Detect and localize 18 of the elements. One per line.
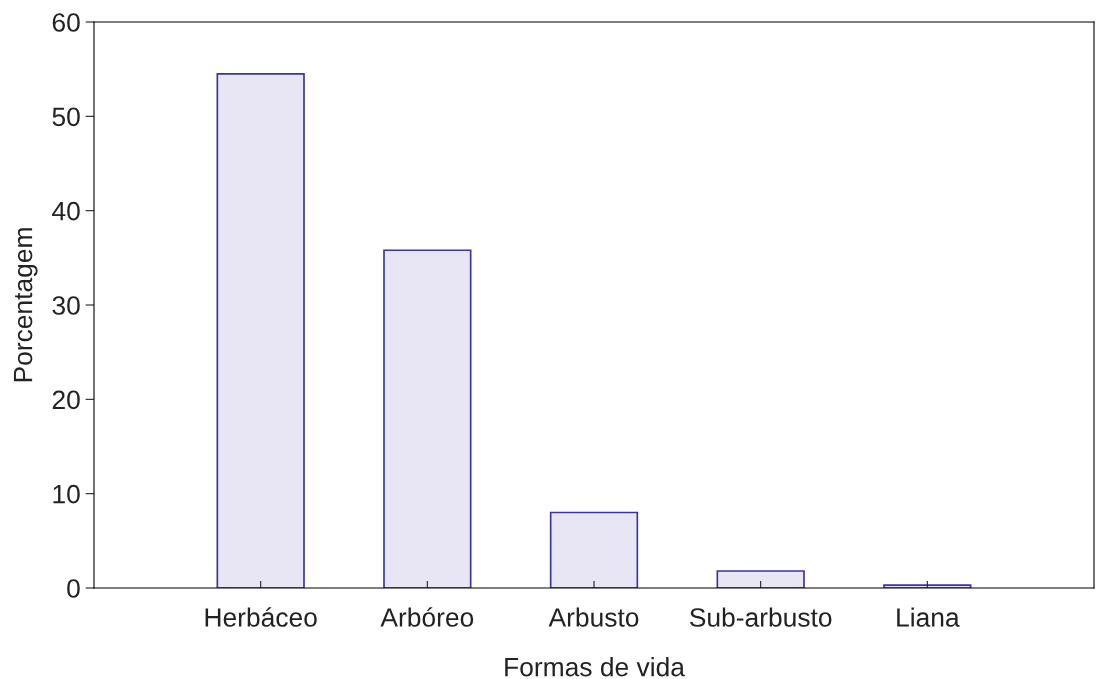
y-tick-label: 20 <box>52 390 80 410</box>
x-tick-label: Arbóreo <box>380 607 474 627</box>
x-axis-title: Formas de vida <box>505 657 685 677</box>
x-tick-label: Liana <box>897 607 960 627</box>
y-tick-label: 0 <box>67 579 80 598</box>
bar <box>549 511 639 588</box>
x-tick-label: Herbáceo <box>205 607 317 627</box>
bar <box>716 570 805 588</box>
y-tick-label: 10 <box>53 484 80 504</box>
bar <box>383 249 472 588</box>
y-tick-label: 50 <box>52 107 80 127</box>
x-tick-label: Sub-arbusto <box>689 607 832 627</box>
y-tick-label: 30 <box>52 296 80 315</box>
bar <box>216 73 305 588</box>
y-tick-label: 40 <box>52 201 80 221</box>
y-axis-title: Porcentagem <box>13 228 38 382</box>
y-tick-label: 60 <box>52 13 80 32</box>
x-tick-label: Arbusto <box>548 607 639 627</box>
